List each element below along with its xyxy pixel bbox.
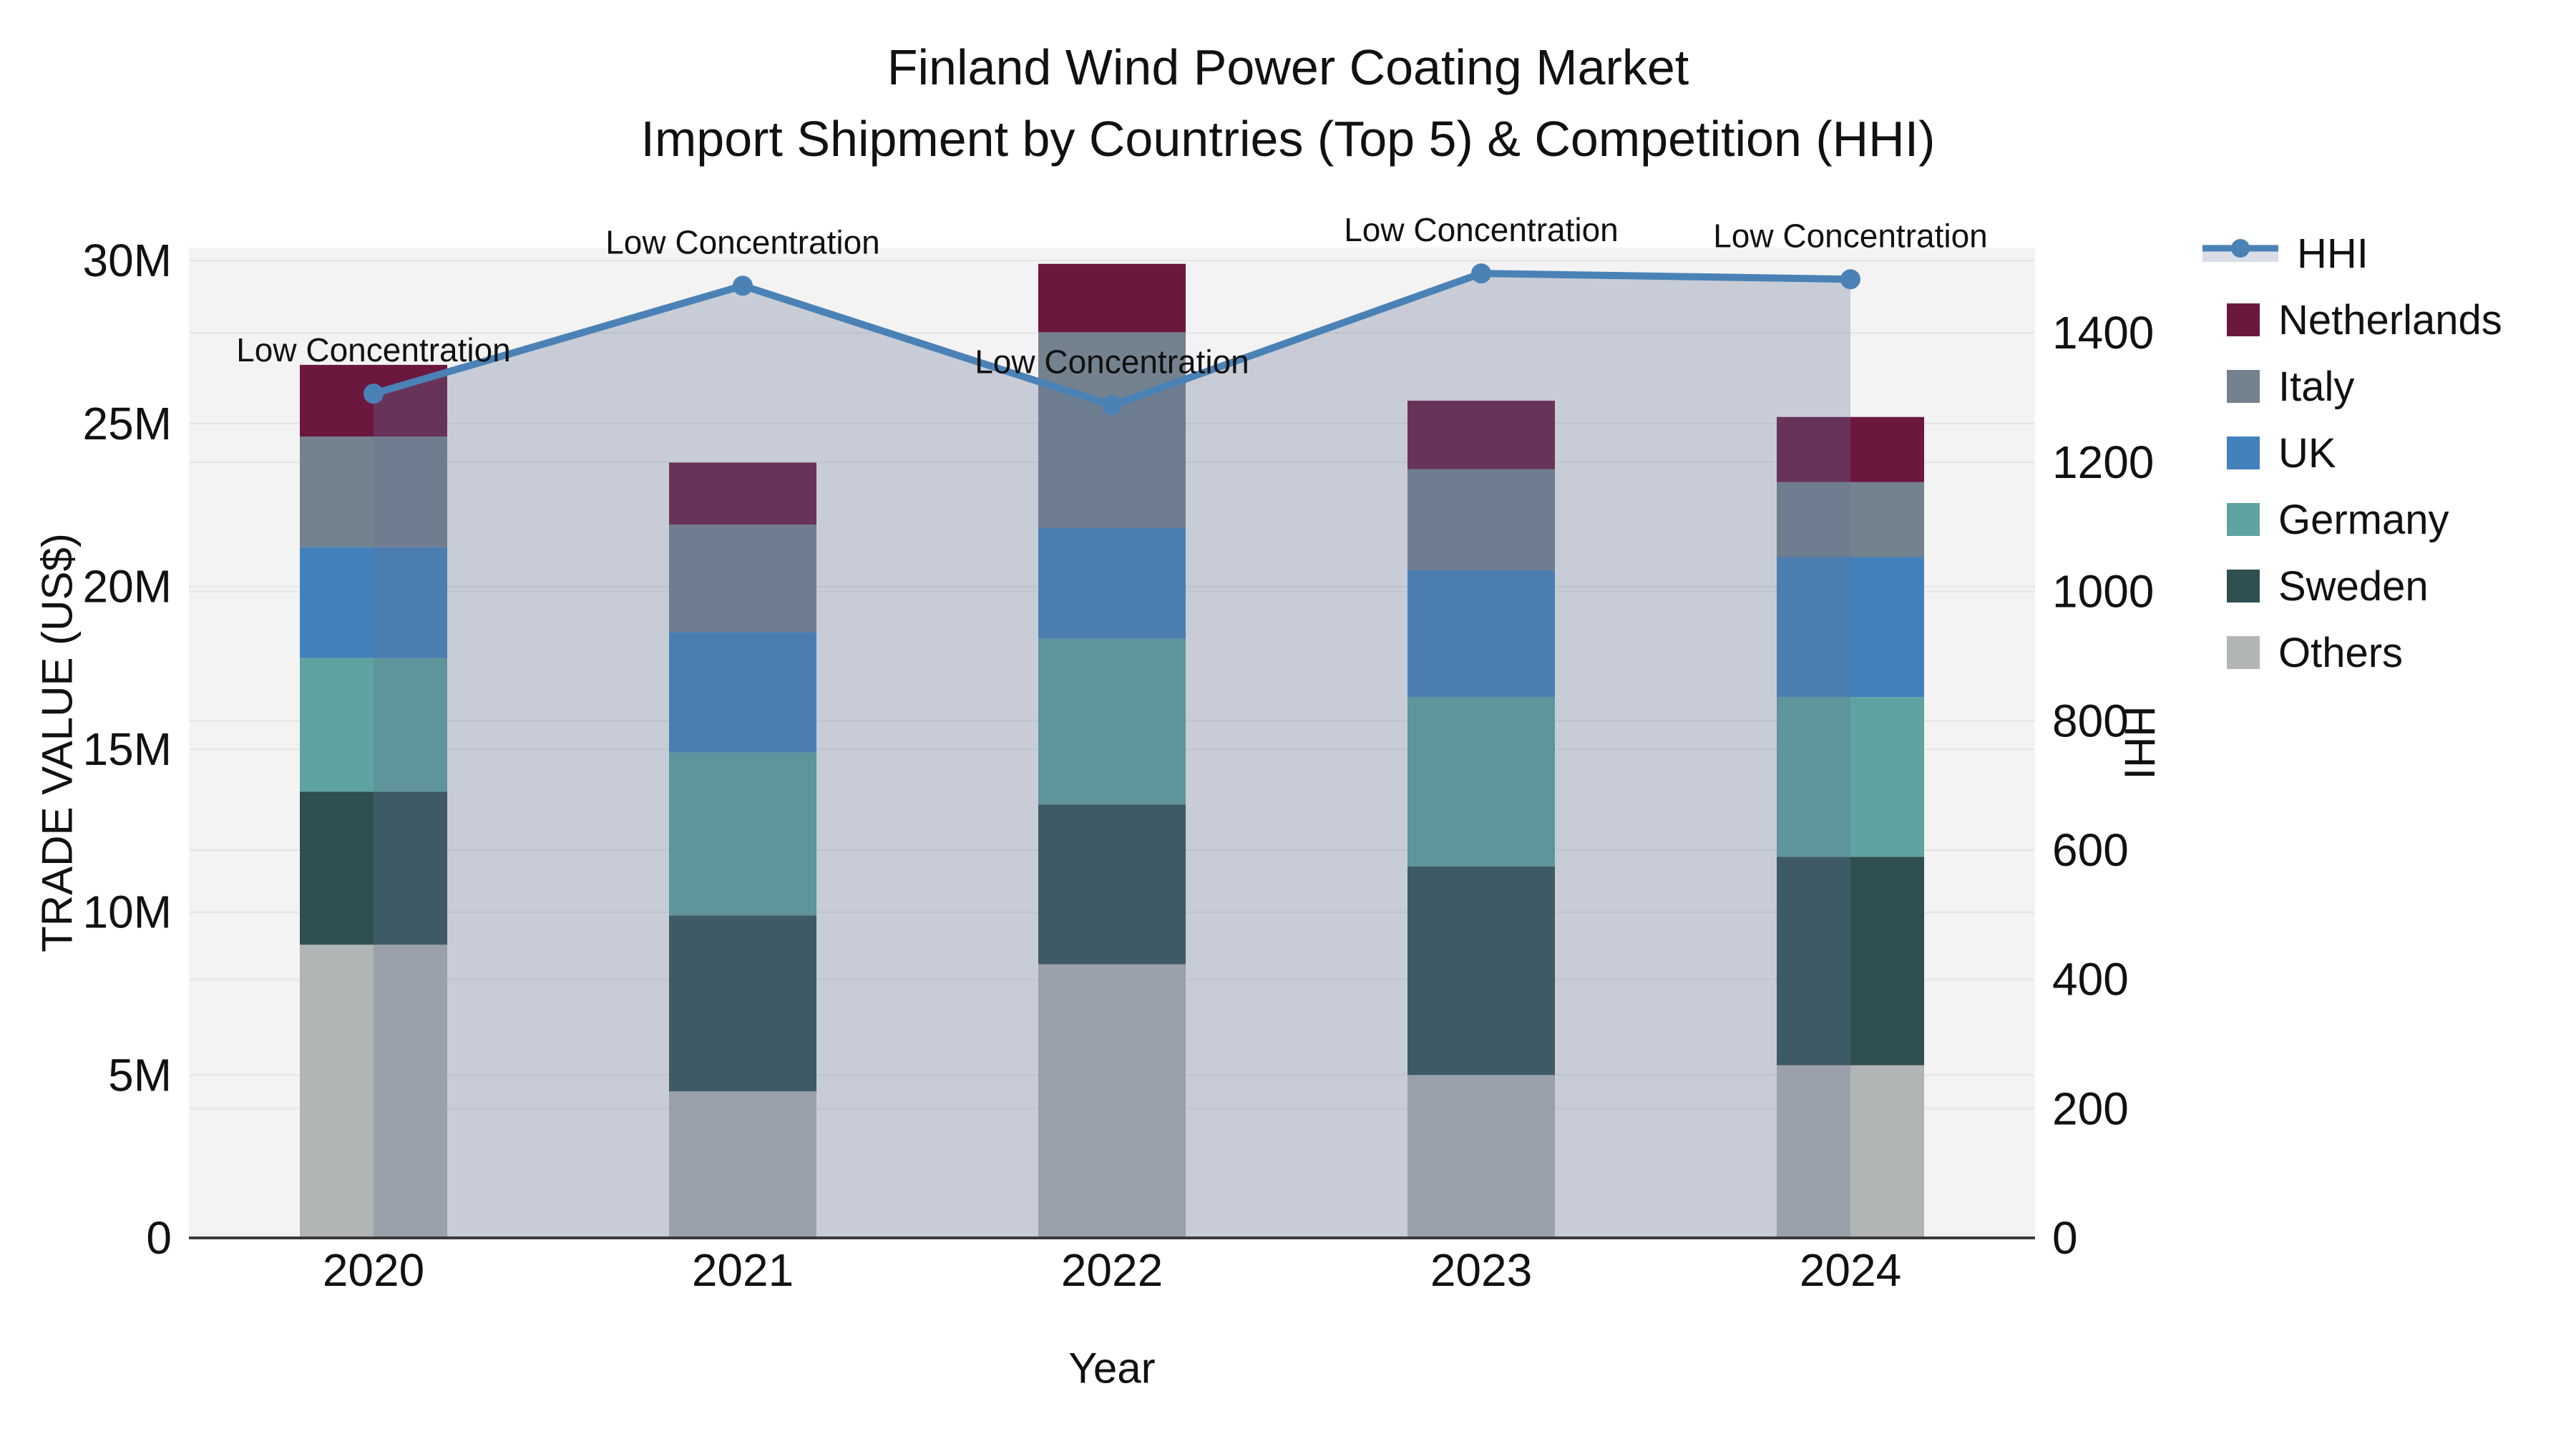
bar-segment-others-2021 (669, 1091, 816, 1238)
legend-label-others: Others (2278, 629, 2404, 676)
bar-segment-sweden-2023 (1407, 867, 1555, 1075)
bar-segment-germany-2024 (1777, 697, 1924, 857)
legend-label-italy: Italy (2278, 363, 2355, 410)
chart-title-line1: Finland Wind Power Coating Market (887, 39, 1689, 95)
bar-segment-netherlands-2022 (1038, 263, 1186, 333)
x-tick-label: 2023 (1430, 1244, 1532, 1296)
y-left-tick-label: 20M (83, 560, 172, 612)
annotation-low-concentration: Low Concentration (605, 223, 880, 260)
bar-segment-germany-2020 (300, 658, 447, 792)
y-right-tick-label: 600 (2052, 824, 2129, 876)
annotation-low-concentration: Low Concentration (975, 343, 1249, 380)
legend-item-netherlands[interactable]: Netherlands (2202, 297, 2502, 343)
bar-segment-germany-2022 (1038, 638, 1186, 805)
x-axis-title: Year (1068, 1344, 1156, 1392)
x-tick-label: 2020 (323, 1244, 424, 1296)
bar-segment-germany-2023 (1407, 697, 1555, 867)
legend-label-netherlands: Netherlands (2278, 296, 2502, 343)
bar-segment-others-2024 (1777, 1065, 1924, 1238)
y-left-tick-label: 25M (83, 398, 172, 449)
hhi-point-2021 (733, 275, 753, 296)
legend-item-sweden[interactable]: Sweden (2202, 562, 2502, 610)
bar-segment-uk-2024 (1777, 557, 1924, 698)
legend-label-germany: Germany (2278, 496, 2449, 543)
chart-title-line2: Import Shipment by Countries (Top 5) & C… (640, 111, 1936, 167)
uk-swatch-icon (2227, 436, 2260, 469)
legend-label-sweden: Sweden (2278, 562, 2429, 610)
y-right-tick-label: 0 (2052, 1212, 2078, 1264)
bar-segment-italy-2024 (1777, 482, 1924, 557)
bar-segment-italy-2020 (300, 436, 447, 547)
sweden-swatch-icon (2227, 570, 2260, 602)
bar-segment-others-2023 (1407, 1075, 1555, 1238)
y-left-tick-label: 5M (108, 1049, 172, 1101)
germany-swatch-icon (2227, 503, 2260, 536)
bar-segment-germany-2021 (669, 752, 816, 916)
hhi-point-2020 (364, 384, 384, 404)
hhi-area-fill (374, 273, 1850, 1239)
bar-segment-sweden-2024 (1777, 857, 1924, 1065)
bar-segment-sweden-2022 (1038, 804, 1186, 965)
y-right-tick-label: 1000 (2052, 566, 2154, 618)
y-right-tick-label: 400 (2052, 954, 2129, 1005)
italy-swatch-icon (2227, 370, 2260, 403)
annotation-low-concentration: Low Concentration (236, 331, 511, 369)
hhi-point-2024 (1840, 269, 1860, 290)
legend-item-italy[interactable]: Italy (2202, 363, 2502, 410)
y-left-tick-label: 0 (146, 1212, 172, 1264)
bar-segment-uk-2023 (1407, 570, 1555, 698)
y-left-tick-label: 30M (83, 235, 172, 286)
legend-item-germany[interactable]: Germany (2202, 496, 2502, 543)
y-left-tick-label: 15M (83, 723, 172, 775)
netherlands-swatch-icon (2227, 303, 2260, 336)
legend: HHI Netherlands Italy UK Germany Sweden Others (2202, 230, 2502, 696)
bar-segment-sweden-2020 (300, 791, 447, 945)
bar-segment-netherlands-2024 (1777, 416, 1924, 482)
y-left-tick-label: 10M (83, 887, 172, 938)
y-right-tick-label: 200 (2052, 1083, 2129, 1134)
x-tick-label: 2024 (1800, 1244, 1901, 1296)
y-right-tick-label: 1200 (2052, 436, 2154, 488)
legend-label-hhi: HHI (2297, 230, 2368, 277)
chart-title: Finland Wind Power Coating Market Import… (0, 31, 2576, 175)
annotation-low-concentration: Low Concentration (1713, 217, 1988, 254)
bar-segment-uk-2020 (300, 547, 447, 658)
legend-item-others[interactable]: Others (2202, 629, 2502, 676)
bar-segment-italy-2022 (1038, 332, 1186, 528)
hhi-point-2022 (1102, 395, 1122, 416)
bar-segment-others-2020 (300, 945, 447, 1238)
x-tick-label: 2022 (1061, 1244, 1163, 1296)
hhi-point-2023 (1471, 263, 1491, 284)
x-tick-label: 2021 (692, 1244, 794, 1296)
hhi-line-marker-icon (2202, 237, 2278, 270)
bar-segment-others-2022 (1038, 964, 1186, 1238)
y-right-tick-label: 800 (2052, 695, 2129, 746)
legend-item-hhi[interactable]: HHI (2202, 230, 2502, 277)
others-swatch-icon (2227, 636, 2260, 669)
y-right-tick-label: 1400 (2052, 307, 2154, 358)
bar-segment-sweden-2021 (669, 915, 816, 1092)
annotation-low-concentration: Low Concentration (1344, 211, 1619, 248)
legend-label-uk: UK (2278, 429, 2336, 477)
bar-segment-italy-2021 (669, 524, 816, 633)
legend-item-uk[interactable]: UK (2202, 429, 2502, 477)
bar-segment-uk-2021 (669, 632, 816, 753)
bar-segment-italy-2023 (1407, 469, 1555, 570)
bar-segment-uk-2022 (1038, 527, 1186, 639)
bar-segment-netherlands-2021 (669, 462, 816, 525)
bar-segment-netherlands-2023 (1407, 400, 1555, 469)
